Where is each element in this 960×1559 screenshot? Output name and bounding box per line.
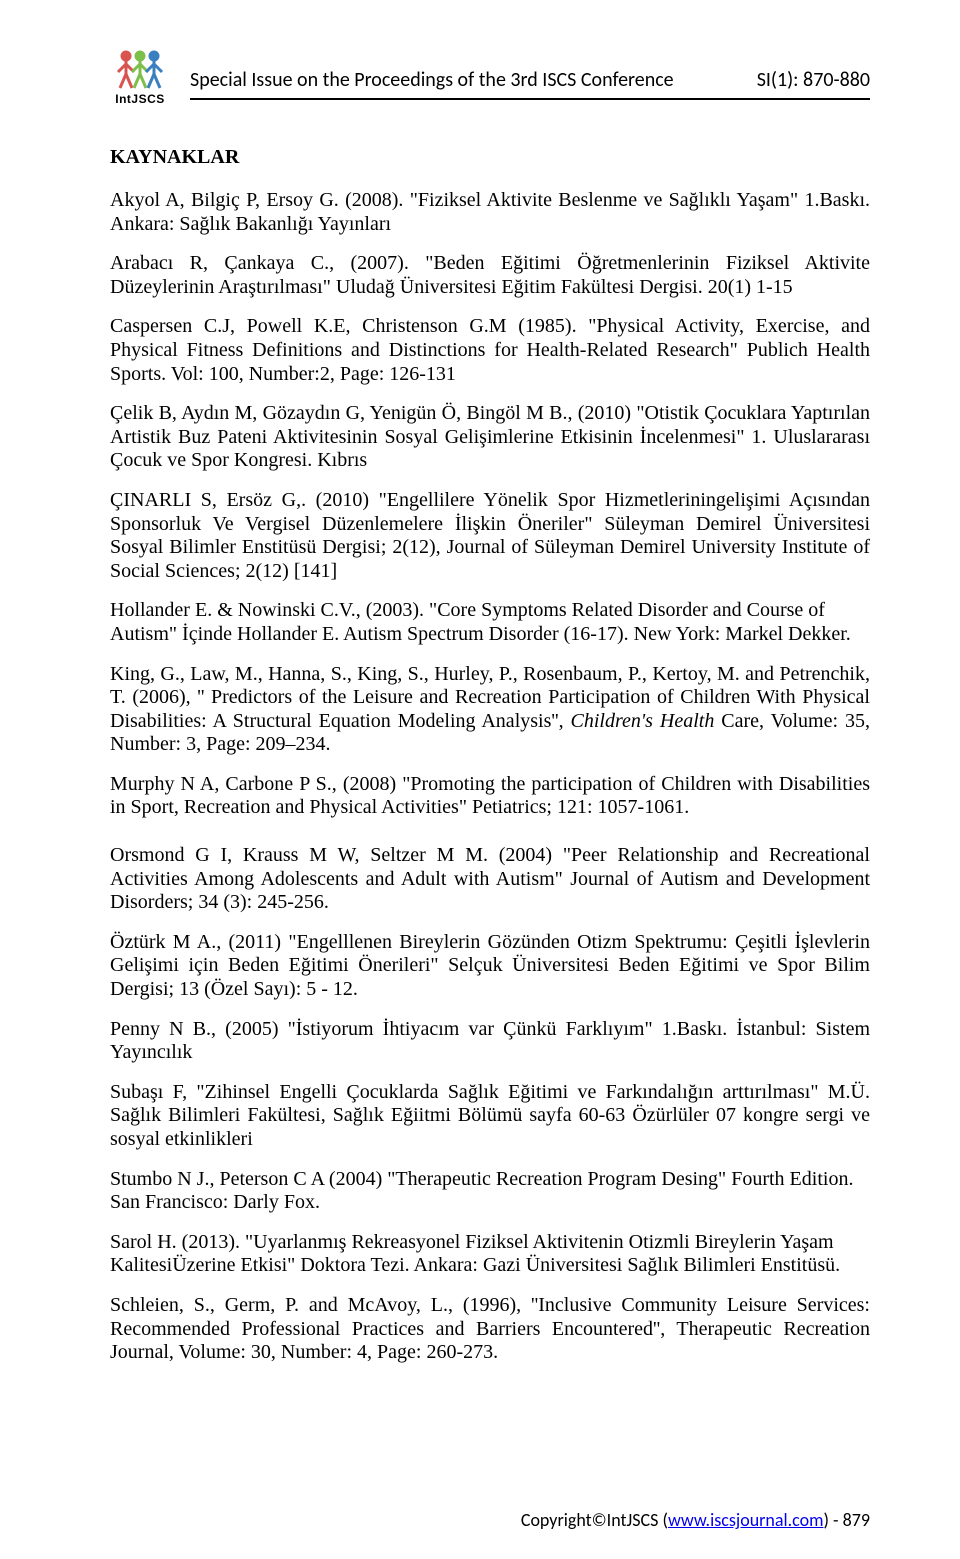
reference-item: Çelik B, Aydın M, Gözaydın G, Yenigün Ö,…: [110, 402, 870, 473]
reference-item: Sarol H. (2013). "Uyarlanmış Rekreasyone…: [110, 1231, 870, 1278]
logo-text: IntJSCS: [110, 92, 170, 106]
reference-item: Arabacı R, Çankaya C., (2007). "Beden Eğ…: [110, 252, 870, 299]
reference-item: Schleien, S., Germ, P. and McAvoy, L., (…: [110, 1294, 870, 1365]
reference-item-king: King, G., Law, M., Hanna, S., King, S., …: [110, 663, 870, 757]
reference-item: Hollander E. & Nowinski C.V., (2003). "C…: [110, 599, 870, 646]
header-title: Special Issue on the Proceedings of the …: [190, 68, 674, 92]
reference-italic: Children's Health: [571, 710, 715, 732]
reference-item: ÇINARLI S, Ersöz G,. (2010) "Engellilere…: [110, 489, 870, 583]
footer-suffix: ) - 879: [824, 1509, 870, 1531]
reference-item: Orsmond G I, Krauss M W, Seltzer M M. (2…: [110, 844, 870, 915]
reference-item: Akyol A, Bilgiç P, Ersoy G. (2008). "Fiz…: [110, 189, 870, 236]
reference-item: Stumbo N J., Peterson C A (2004) "Therap…: [110, 1168, 870, 1215]
header-issue: SI(1): 870-880: [757, 68, 870, 92]
reference-item: Öztürk M A., (2011) "Engelllenen Bireyle…: [110, 931, 870, 1002]
reference-item: Penny N B., (2005) "İstiyorum İhtiyacım …: [110, 1018, 870, 1065]
people-logo-icon: [112, 50, 168, 90]
footer-link[interactable]: www.iscsjournal.com: [668, 1509, 824, 1531]
reference-item: Murphy N A, Carbone P S., (2008) "Promot…: [110, 773, 870, 820]
header-bar: Special Issue on the Proceedings of the …: [190, 50, 870, 100]
footer-prefix: Copyright©IntJSCS (: [521, 1509, 668, 1531]
reference-item: Subaşı F, "Zihinsel Engelli Çocuklarda S…: [110, 1081, 870, 1152]
reference-item: Caspersen C.J, Powell K.E, Christenson G…: [110, 315, 870, 386]
journal-logo: IntJSCS: [110, 50, 170, 106]
section-heading-references: KAYNAKLAR: [110, 146, 870, 169]
page-footer: Copyright©IntJSCS (www.iscsjournal.com) …: [521, 1509, 870, 1531]
page-header: IntJSCS Special Issue on the Proceedings…: [110, 50, 870, 106]
page: IntJSCS Special Issue on the Proceedings…: [0, 0, 960, 1559]
